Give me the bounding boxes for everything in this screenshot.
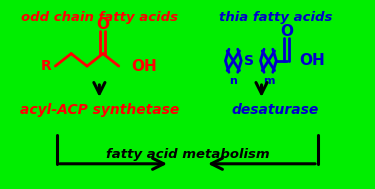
Text: O: O [96, 17, 109, 32]
Text: R: R [41, 59, 52, 73]
Text: S: S [244, 54, 254, 68]
Text: n: n [230, 76, 237, 86]
Text: m: m [262, 76, 274, 86]
Text: OH: OH [131, 59, 157, 74]
Text: odd chain fatty acids: odd chain fatty acids [21, 11, 178, 24]
Text: thia fatty acids: thia fatty acids [219, 11, 332, 24]
Text: O: O [280, 24, 293, 39]
Text: acyl-ACP synthetase: acyl-ACP synthetase [20, 103, 179, 117]
Text: fatty acid metabolism: fatty acid metabolism [106, 148, 269, 161]
Text: desaturase: desaturase [232, 103, 319, 117]
Text: OH: OH [299, 53, 325, 68]
